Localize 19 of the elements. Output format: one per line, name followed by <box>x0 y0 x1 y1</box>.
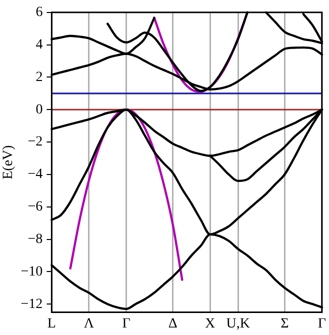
y-tick-label: −12 <box>20 296 43 312</box>
y-tick-label: 0 <box>36 102 43 118</box>
y-tick-label: −4 <box>28 167 43 182</box>
x-tick-label: Γ <box>122 316 130 332</box>
y-tick-label: −10 <box>20 264 43 280</box>
x-tick-label: L <box>47 316 56 332</box>
x-tick-label: Λ <box>84 316 95 332</box>
y-tick-label: 4 <box>36 37 43 52</box>
x-tick-label: Δ <box>168 316 178 332</box>
x-tick-label: X <box>205 316 216 332</box>
y-tick-label: −2 <box>28 134 43 150</box>
x-tick-label: Σ <box>280 316 289 332</box>
y-axis-title: E(eV) <box>1 144 16 180</box>
y-tick-label: −6 <box>28 200 43 215</box>
y-tick-label: −8 <box>28 232 43 247</box>
y-tick-label: 6 <box>36 5 43 20</box>
x-tick-label: Γ <box>318 316 326 332</box>
x-tick-label: U,K <box>226 316 250 332</box>
y-tick-label: 2 <box>36 70 43 85</box>
